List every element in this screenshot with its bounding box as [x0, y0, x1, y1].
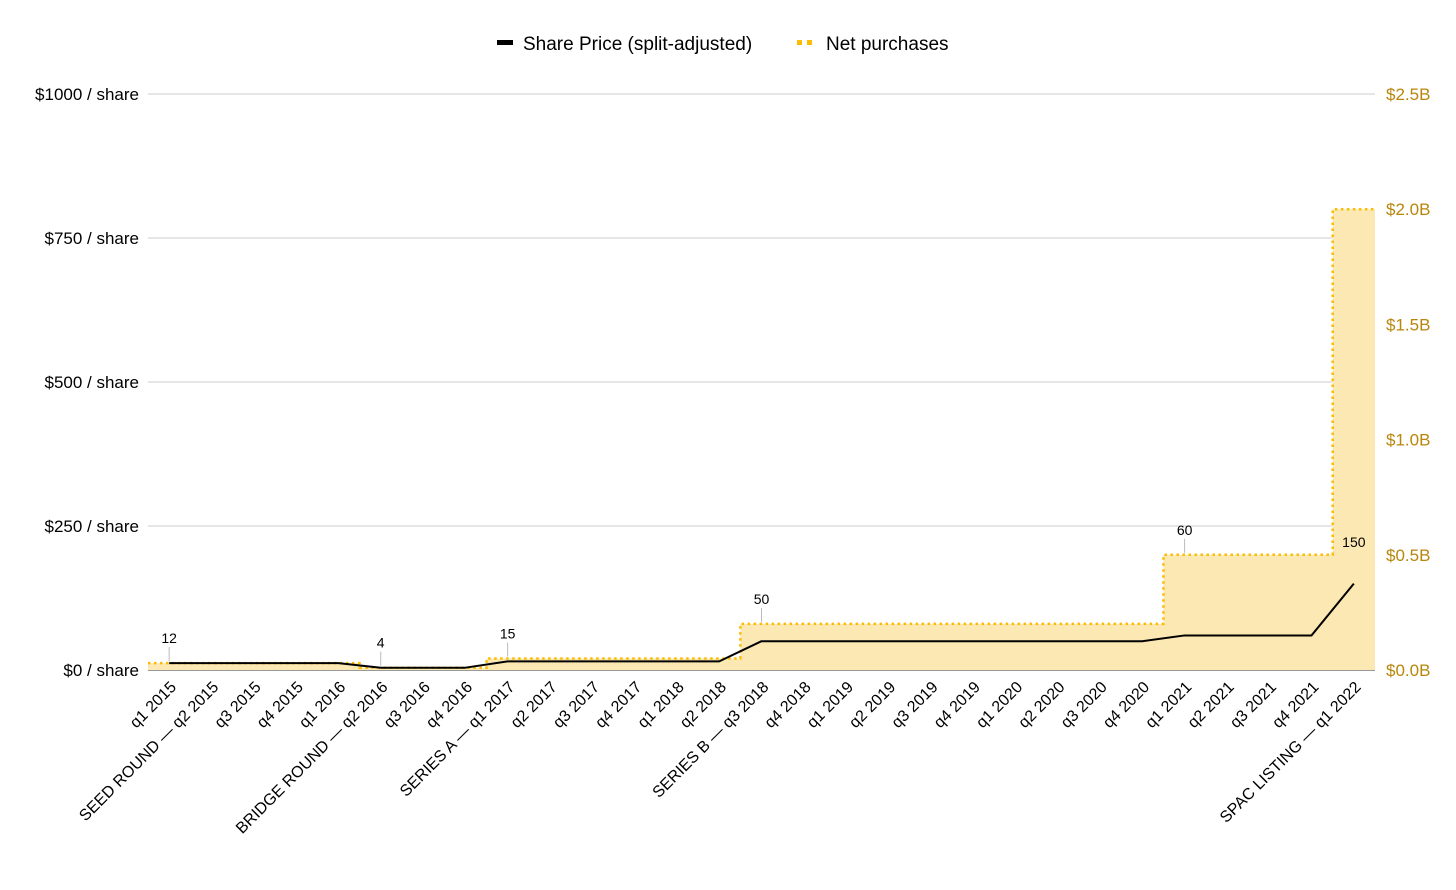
data-label: 4	[377, 635, 385, 651]
y-left-tick-label: $250 / share	[44, 517, 139, 536]
data-label: 60	[1177, 522, 1193, 538]
net-purchases-line	[148, 207, 1375, 669]
y-right-tick-label: $1.0B	[1386, 431, 1430, 450]
net-purchases-area	[148, 207, 1375, 670]
net-purchases-fill	[148, 209, 1375, 670]
y-right-tick-label: $1.5B	[1386, 315, 1430, 334]
y-left-tick-label: $500 / share	[44, 373, 139, 392]
share-price-series	[169, 582, 1355, 669]
legend-label-share-price: Share Price (split-adjusted)	[523, 34, 752, 55]
legend-item-share-price: Share Price (split-adjusted)	[497, 34, 752, 55]
legend-label-net-purchases: Net purchases	[826, 34, 949, 55]
y-axis-left: $0 / share $250 / share $500 / share $750 /…	[35, 85, 139, 680]
share-price-line	[169, 582, 1355, 669]
legend-item-net-purchases: Net purchases	[797, 34, 949, 55]
data-label: 150	[1342, 534, 1366, 550]
y-right-tick-label: $0.0B	[1386, 661, 1430, 680]
data-label: 50	[754, 591, 770, 607]
y-left-tick-label: $0 / share	[63, 661, 139, 680]
legend-swatch-share-price	[497, 40, 513, 45]
data-label: 15	[500, 625, 516, 641]
legend: Share Price (split-adjusted) Net purchas…	[497, 34, 949, 55]
y-right-tick-label: $2.0B	[1386, 200, 1430, 219]
data-label: 12	[161, 630, 177, 646]
y-left-tick-label: $1000 / share	[35, 85, 139, 104]
y-axis-right: $0.0B $0.5B $1.0B $1.5B $2.0B $2.5B	[1386, 85, 1430, 680]
y-left-tick-label: $750 / share	[44, 229, 139, 248]
legend-swatch-net-purchases-dot	[807, 40, 812, 45]
y-right-tick-label: $2.5B	[1386, 85, 1430, 104]
y-right-tick-label: $0.5B	[1386, 546, 1430, 565]
data-labels: 12 4 15 50 60 150	[161, 522, 1366, 666]
legend-swatch-net-purchases	[797, 40, 802, 45]
